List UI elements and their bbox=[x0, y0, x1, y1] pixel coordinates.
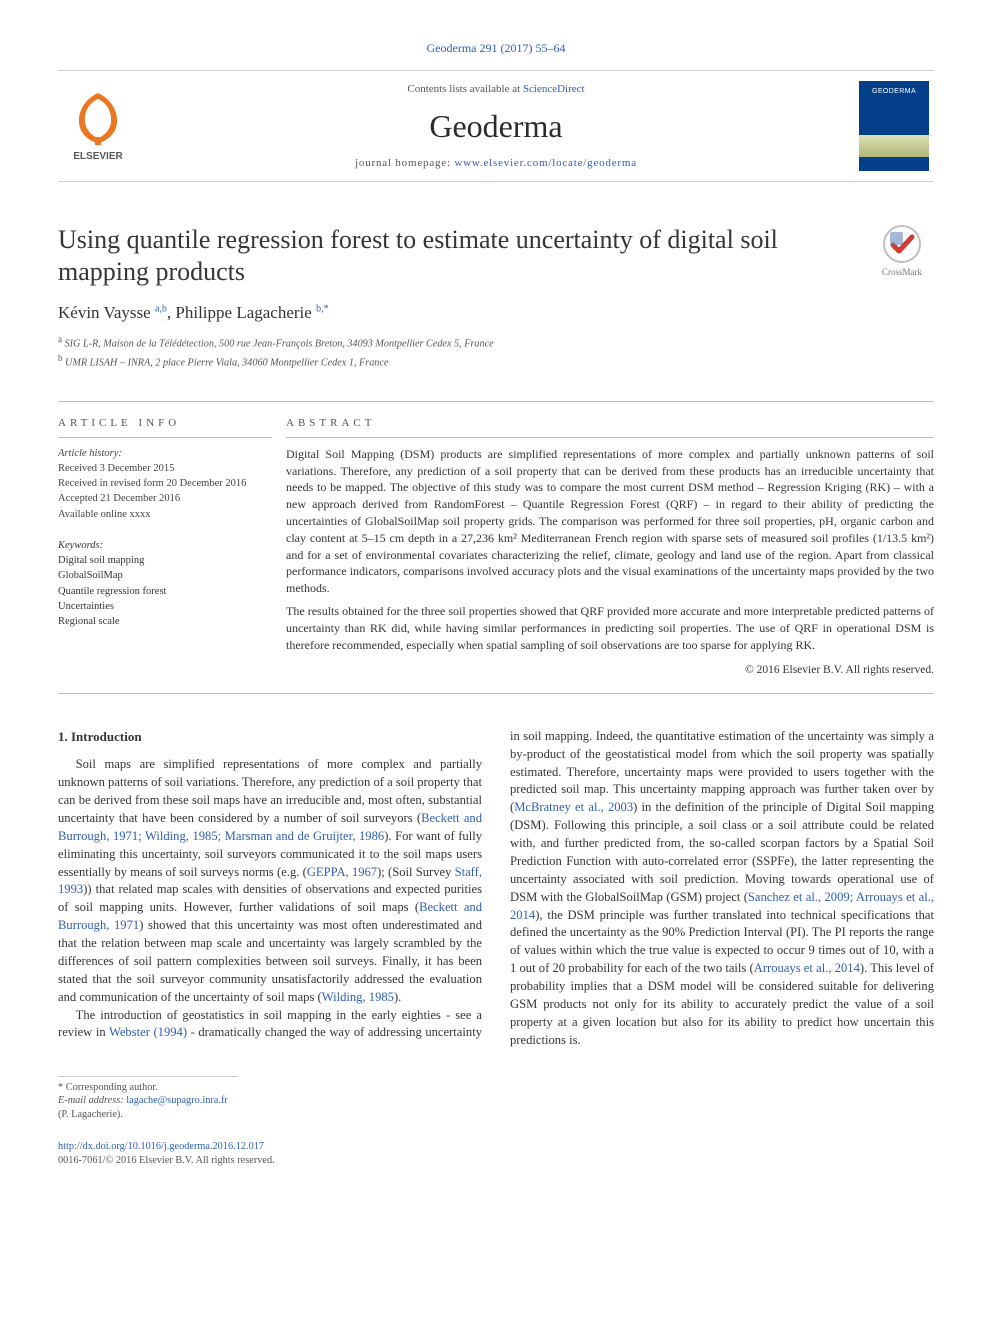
doi-link[interactable]: http://dx.doi.org/10.1016/j.geoderma.201… bbox=[58, 1141, 264, 1152]
author-list: Kévin Vaysse a,b, Philippe Lagacherie b,… bbox=[58, 302, 934, 325]
svg-text:ELSEVIER: ELSEVIER bbox=[73, 151, 123, 162]
intro-paragraph-1: Soil maps are simplified representations… bbox=[58, 756, 482, 1006]
author-2-affil-marks[interactable]: b, bbox=[316, 303, 324, 314]
ref-link[interactable]: Wilding, 1985 bbox=[322, 990, 394, 1004]
article-history: Article history: Received 3 December 201… bbox=[58, 446, 272, 522]
corresponding-email[interactable]: lagache@supagro.inra.fr bbox=[126, 1095, 228, 1106]
contents-available-line: Contents lists available at ScienceDirec… bbox=[154, 82, 838, 97]
masthead: ELSEVIER Contents lists available at Sci… bbox=[58, 70, 934, 182]
ref-link[interactable]: McBratney et al., 2003 bbox=[514, 800, 633, 814]
abstract-text: Digital Soil Mapping (DSM) products are … bbox=[286, 446, 934, 654]
journal-cover-thumb: GEODERMA bbox=[854, 81, 934, 171]
citation-link[interactable]: Geoderma 291 (2017) 55–64 bbox=[427, 41, 566, 55]
keywords-block: Keywords: Digital soil mapping GlobalSoi… bbox=[58, 538, 272, 629]
ref-link[interactable]: GEPPA, 1967 bbox=[307, 865, 377, 879]
elsevier-tree-icon: ELSEVIER bbox=[63, 89, 133, 163]
crossmark-icon bbox=[882, 224, 922, 264]
affiliation-b: UMR LISAH – INRA, 2 place Pierre Viala, … bbox=[65, 357, 388, 368]
email-affiliation: (P. Lagacherie). bbox=[58, 1109, 123, 1120]
author-1: Kévin Vaysse a,b bbox=[58, 303, 167, 322]
abstract-copyright: © 2016 Elsevier B.V. All rights reserved… bbox=[286, 663, 934, 679]
affiliations: a SIG L-R, Maison de la Télédétection, 5… bbox=[58, 333, 934, 371]
citation-line: Geoderma 291 (2017) 55–64 bbox=[58, 40, 934, 56]
journal-homepage-link[interactable]: www.elsevier.com/locate/geoderma bbox=[454, 157, 637, 169]
corresponding-mark[interactable]: * bbox=[324, 303, 329, 314]
issn-copyright-line: 0016-7061/© 2016 Elsevier B.V. All right… bbox=[58, 1154, 934, 1168]
journal-homepage-line: journal homepage: www.elsevier.com/locat… bbox=[154, 156, 838, 171]
ref-link[interactable]: Arrouays et al., 2014 bbox=[754, 961, 860, 975]
author-1-affil-marks[interactable]: a,b bbox=[155, 303, 167, 314]
crossmark-label: CrossMark bbox=[882, 266, 922, 278]
corresponding-star: * bbox=[58, 1082, 66, 1093]
article-info-heading: ARTICLE INFO bbox=[58, 416, 272, 438]
article-body: 1. Introduction Soil maps are simplified… bbox=[58, 728, 934, 1050]
affiliation-a: SIG L-R, Maison de la Télédétection, 500… bbox=[65, 338, 494, 349]
article-title: Using quantile regression forest to esti… bbox=[58, 224, 856, 287]
journal-cover-title: GEODERMA bbox=[872, 87, 916, 96]
section-1-heading: 1. Introduction bbox=[58, 728, 482, 746]
corresponding-label: Corresponding author. bbox=[66, 1082, 158, 1093]
abstract-heading: ABSTRACT bbox=[286, 416, 934, 438]
publisher-logo: ELSEVIER bbox=[58, 81, 138, 171]
crossmark-badge[interactable]: CrossMark bbox=[870, 224, 934, 278]
ref-link[interactable]: Webster (1994) bbox=[109, 1025, 187, 1039]
email-label: E-mail address: bbox=[58, 1095, 124, 1106]
author-2: Philippe Lagacherie b,* bbox=[175, 303, 328, 322]
sciencedirect-link[interactable]: ScienceDirect bbox=[523, 83, 585, 95]
journal-name: Geoderma bbox=[154, 105, 838, 148]
page-footer: * Corresponding author. E-mail address: … bbox=[58, 1076, 934, 1168]
